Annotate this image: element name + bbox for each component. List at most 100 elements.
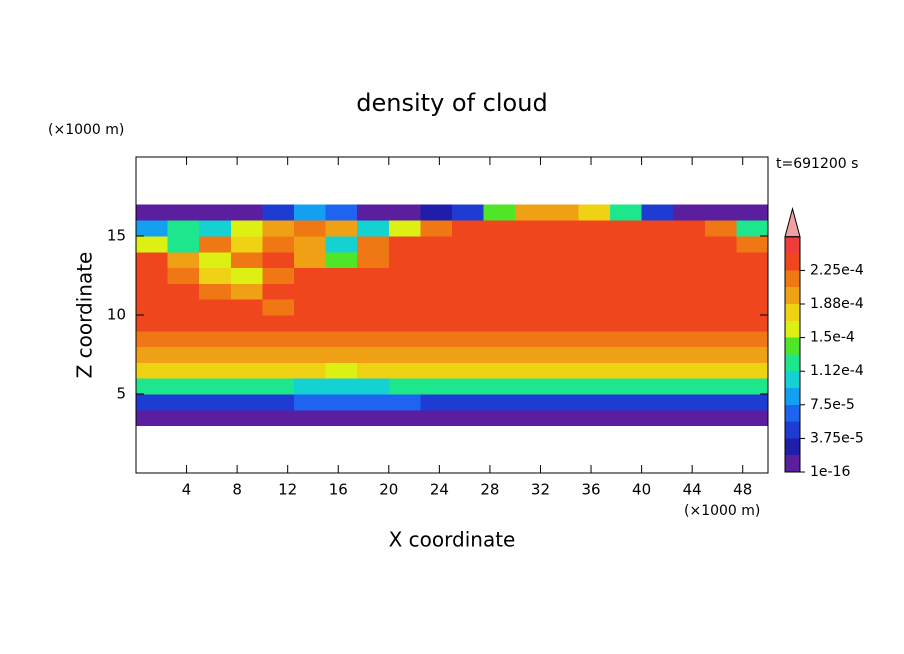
contour-cell xyxy=(452,236,485,253)
contour-cell xyxy=(610,330,643,348)
contour-cell xyxy=(388,394,421,411)
contour-cell xyxy=(673,409,706,427)
contour-cell xyxy=(483,220,516,237)
y-tick-label: 5 xyxy=(116,385,126,403)
contour-cell xyxy=(199,267,232,284)
contour-cell xyxy=(167,346,200,363)
contour-cell xyxy=(736,236,769,253)
contour-cell xyxy=(357,220,390,237)
contour-cell xyxy=(515,251,548,269)
contour-cell xyxy=(641,283,674,300)
contour-cell xyxy=(262,362,295,379)
contour-cell xyxy=(736,315,769,332)
contour-cell xyxy=(420,378,453,395)
contour-cell xyxy=(641,394,674,411)
contour-cell xyxy=(167,220,200,237)
contour-cell xyxy=(420,283,453,300)
contour-cell xyxy=(515,346,548,363)
contour-cell xyxy=(578,409,611,427)
contour-cell xyxy=(357,330,390,348)
contour-cell xyxy=(483,251,516,269)
contour-cell xyxy=(388,204,421,221)
contour-cell xyxy=(578,251,611,269)
contour-cell xyxy=(515,394,548,411)
contour-cell xyxy=(388,299,421,316)
contour-cell xyxy=(515,378,548,395)
contour-cell xyxy=(515,409,548,427)
contour-cell xyxy=(199,299,232,316)
contour-cell xyxy=(294,204,327,221)
colorbar-band xyxy=(785,404,800,422)
contour-cell xyxy=(136,283,169,300)
x-axis-title: X coordinate xyxy=(389,528,516,552)
contour-cell xyxy=(483,283,516,300)
contour-cell xyxy=(452,251,485,269)
contour-cell xyxy=(199,362,232,379)
contour-cell xyxy=(610,409,643,427)
contour-cell xyxy=(294,315,327,332)
contour-cell xyxy=(325,299,358,316)
contour-cell xyxy=(420,362,453,379)
contour-cell xyxy=(641,220,674,237)
contour-cell xyxy=(736,362,769,379)
contour-cell xyxy=(546,346,579,363)
contour-cell xyxy=(325,204,358,221)
colorbar-extension xyxy=(784,206,801,238)
contour-cell xyxy=(262,283,295,300)
contour-cell xyxy=(578,330,611,348)
contour-cell xyxy=(483,378,516,395)
contour-cell xyxy=(673,299,706,316)
contour-cell xyxy=(736,409,769,427)
contour-cell xyxy=(230,204,263,221)
contour-cell xyxy=(199,394,232,411)
contour-cell xyxy=(736,299,769,316)
contour-cell xyxy=(136,378,169,395)
contour-cell xyxy=(610,283,643,300)
contour-cell xyxy=(641,267,674,284)
contour-cell xyxy=(262,267,295,284)
contour-cell xyxy=(610,220,643,237)
contour-cell xyxy=(515,299,548,316)
x-tick-label: 8 xyxy=(232,481,242,499)
contour-cell xyxy=(262,378,295,395)
contour-cell xyxy=(610,267,643,284)
contour-cell xyxy=(452,346,485,363)
contour-cell xyxy=(578,378,611,395)
contour-cell xyxy=(420,204,453,221)
contour-cell xyxy=(578,267,611,284)
contour-cell xyxy=(641,346,674,363)
contour-cell xyxy=(546,315,579,332)
contour-cell xyxy=(704,236,737,253)
contour-cell xyxy=(452,394,485,411)
contour-cell xyxy=(641,409,674,427)
contour-cell xyxy=(136,267,169,284)
contour-cell xyxy=(420,220,453,237)
contour-cell xyxy=(515,204,548,221)
x-tick-label: 44 xyxy=(683,481,702,499)
contour-cell xyxy=(199,204,232,221)
contour-cell xyxy=(136,236,169,253)
contour-cell xyxy=(641,315,674,332)
contour-cell xyxy=(546,409,579,427)
contour-cell xyxy=(199,236,232,253)
contour-cell xyxy=(515,362,548,379)
contour-cell xyxy=(167,251,200,269)
annotation: t=691200 s xyxy=(776,156,858,172)
contour-cell xyxy=(294,236,327,253)
contour-cell xyxy=(388,378,421,395)
contour-cell xyxy=(704,267,737,284)
contour-cell xyxy=(420,315,453,332)
contour-cell xyxy=(673,204,706,221)
colorbar-band xyxy=(785,270,800,288)
contour-cell xyxy=(546,236,579,253)
contour-cell xyxy=(515,315,548,332)
contour-cell xyxy=(736,220,769,237)
contour-cell xyxy=(673,362,706,379)
colorbar-band xyxy=(785,253,800,271)
x-tick-label: 40 xyxy=(632,481,651,499)
contour-cell xyxy=(199,409,232,427)
contour-cell xyxy=(294,409,327,427)
contour-cell xyxy=(578,204,611,221)
contour-cell xyxy=(294,251,327,269)
contour-cell xyxy=(673,251,706,269)
